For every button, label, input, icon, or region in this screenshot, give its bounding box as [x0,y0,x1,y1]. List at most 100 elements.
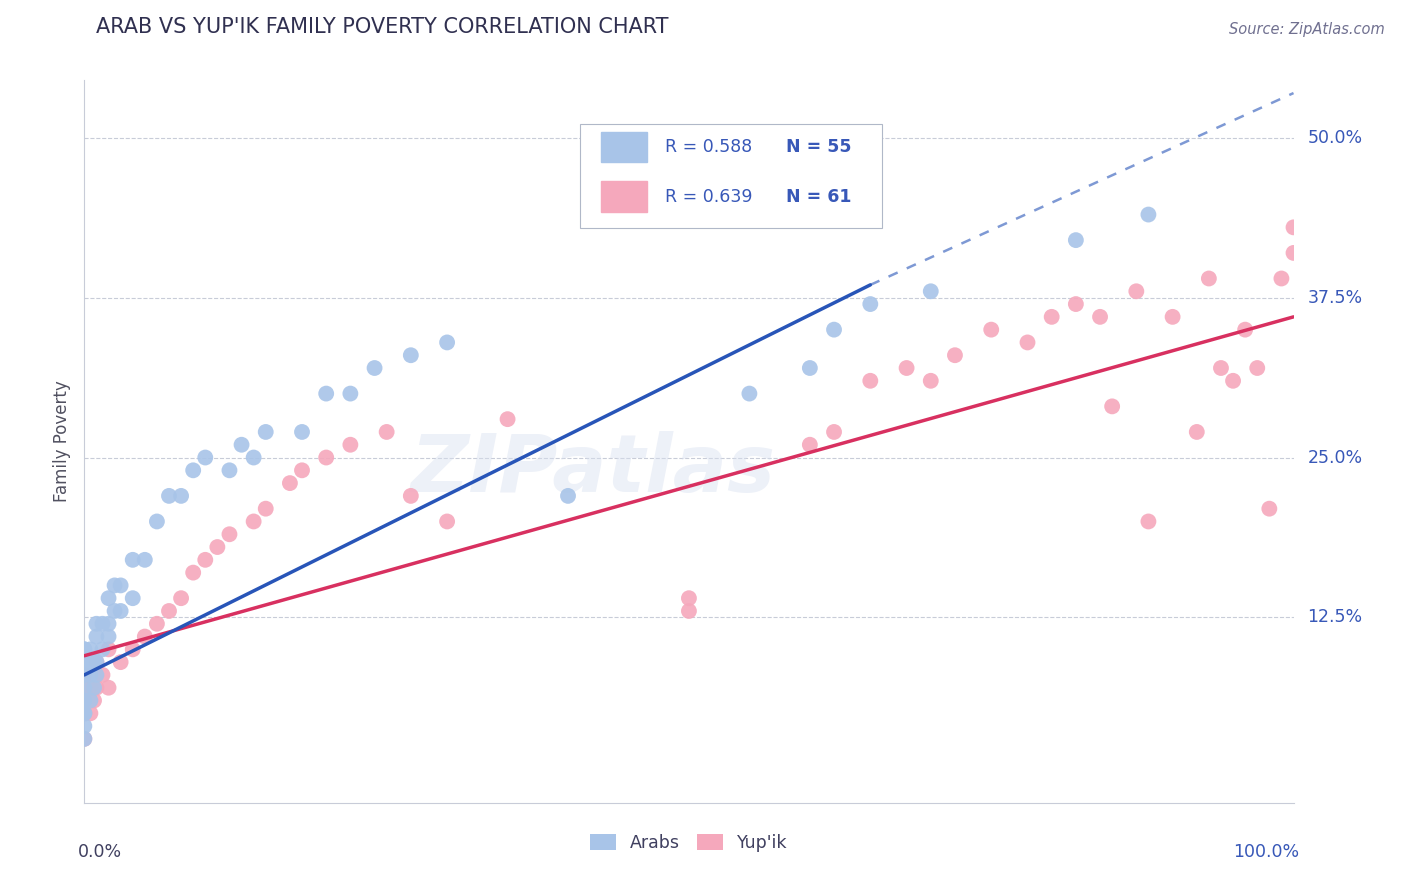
Point [1088,310,1111,324]
Point [242,515,264,529]
Text: N = 61: N = 61 [786,187,851,205]
FancyBboxPatch shape [600,132,647,162]
Point [1270,271,1292,285]
Point [194,553,217,567]
Point [91,616,114,631]
Point [146,616,169,631]
Legend: Arabs, Yup'ik: Arabs, Yup'ik [583,827,794,859]
Point [121,642,143,657]
Point [104,578,127,592]
Text: 0.0%: 0.0% [79,843,122,861]
Point [194,450,217,465]
Point [97,630,120,644]
Text: R = 0.639: R = 0.639 [665,187,752,205]
Text: 37.5%: 37.5% [1308,289,1362,307]
Point [91,642,114,657]
Point [1222,374,1244,388]
Point [121,591,143,606]
Point [86,655,108,669]
Point [375,425,398,439]
Text: ARAB VS YUP'IK FAMILY POVERTY CORRELATION CHART: ARAB VS YUP'IK FAMILY POVERTY CORRELATIO… [97,17,669,37]
Point [83,681,105,695]
Point [980,323,1002,337]
Point [823,425,845,439]
Point [73,706,96,721]
Point [1198,271,1220,285]
Point [97,591,120,606]
Text: 50.0%: 50.0% [1308,128,1362,147]
Point [1125,285,1147,299]
Point [678,591,700,606]
Point [218,527,240,541]
Point [181,463,204,477]
Point [738,386,761,401]
Point [399,489,422,503]
Text: 100.0%: 100.0% [1233,843,1299,861]
Point [242,450,264,465]
Point [110,604,132,618]
Point [79,642,101,657]
Point [73,668,96,682]
Point [134,553,156,567]
Point [86,668,108,682]
FancyBboxPatch shape [581,124,883,228]
Point [157,489,180,503]
Point [1234,323,1257,337]
Point [278,476,301,491]
Point [73,655,96,669]
Point [73,693,96,707]
Point [1137,515,1160,529]
Text: N = 55: N = 55 [786,137,851,156]
Point [157,604,180,618]
Point [254,501,277,516]
Text: Source: ZipAtlas.com: Source: ZipAtlas.com [1229,22,1385,37]
Point [896,361,918,376]
Point [121,553,143,567]
Point [496,412,519,426]
Point [83,655,105,669]
Point [315,450,337,465]
Point [1064,297,1087,311]
Point [678,604,700,618]
Y-axis label: Family Poverty: Family Poverty [53,381,72,502]
Point [1064,233,1087,247]
Point [170,489,193,503]
Point [83,693,105,707]
Point [97,616,120,631]
FancyBboxPatch shape [600,181,647,211]
Point [859,297,882,311]
Point [86,655,108,669]
Point [86,681,108,695]
Point [920,374,942,388]
Point [315,386,337,401]
Point [79,681,101,695]
Point [1282,246,1305,260]
Point [799,438,821,452]
Point [291,463,314,477]
Point [73,706,96,721]
Point [1101,400,1123,414]
Point [799,361,821,376]
Point [557,489,579,503]
Point [104,604,127,618]
Point [218,463,240,477]
Point [231,438,253,452]
Text: R = 0.588: R = 0.588 [665,137,752,156]
Point [73,668,96,682]
Point [823,323,845,337]
Text: 25.0%: 25.0% [1308,449,1362,467]
Point [1185,425,1208,439]
Point [146,515,169,529]
Point [254,425,277,439]
Point [1246,361,1268,376]
Point [97,681,120,695]
Point [73,706,96,721]
Point [73,642,96,657]
Point [436,515,458,529]
Point [73,719,96,733]
Point [73,731,96,746]
Point [1258,501,1281,516]
Point [181,566,204,580]
Point [73,681,96,695]
Point [97,642,120,657]
